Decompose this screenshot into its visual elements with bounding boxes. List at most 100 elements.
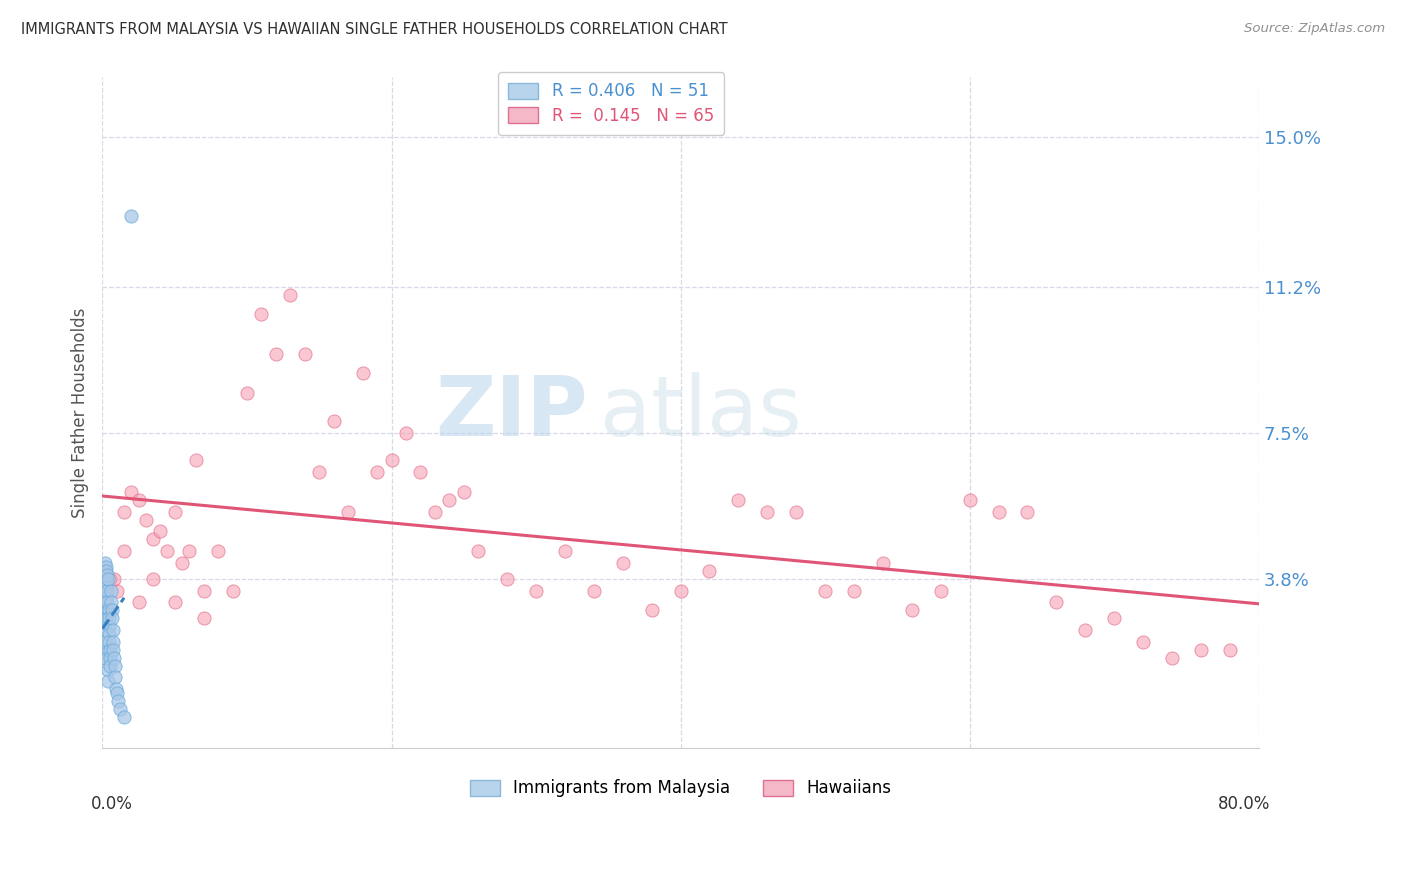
Point (112, 544, 135, 558)
Point (103, 642, 125, 657)
Point (97, 674, 120, 689)
Point (727, 492, 749, 507)
Point (135, 512, 157, 526)
Point (785, 505, 807, 519)
Point (582, 583, 605, 598)
Point (163, 595, 186, 609)
Y-axis label: Single Father Households: Single Father Households (72, 308, 89, 518)
Point (93, 623, 115, 637)
Point (842, 583, 865, 598)
Point (97, 611, 120, 625)
Point (98, 650, 121, 665)
Point (97, 663, 120, 677)
Text: IMMIGRANTS FROM MALAYSIA VS HAWAIIAN SINGLE FATHER HOUSEHOLDS CORRELATION CHART: IMMIGRANTS FROM MALAYSIA VS HAWAIIAN SIN… (21, 22, 728, 37)
Point (294, 347, 316, 361)
Point (97, 603, 120, 617)
Point (94, 556, 117, 570)
Point (1189, 642, 1212, 657)
Point (93, 583, 115, 598)
Point (98, 572, 121, 586)
Point (186, 453, 208, 467)
Point (264, 347, 287, 361)
Point (250, 307, 273, 321)
Point (93, 611, 115, 625)
Point (96, 567, 118, 582)
Point (101, 635, 124, 649)
Point (96, 603, 118, 617)
Point (104, 658, 127, 673)
Point (453, 484, 475, 499)
Point (105, 686, 128, 700)
Point (101, 611, 124, 625)
Point (756, 505, 779, 519)
Point (100, 583, 122, 598)
Point (93, 572, 115, 586)
Point (96, 564, 118, 578)
Point (467, 544, 489, 558)
Point (142, 533, 165, 547)
Point (699, 564, 721, 578)
Point (221, 583, 243, 598)
Point (112, 505, 135, 519)
Text: Source: ZipAtlas.com: Source: ZipAtlas.com (1244, 22, 1385, 36)
Point (1102, 611, 1125, 625)
Point (96, 575, 118, 590)
Point (98, 642, 121, 657)
Point (103, 572, 125, 586)
Point (901, 603, 924, 617)
Point (395, 425, 418, 440)
Point (987, 505, 1010, 519)
Point (96, 611, 118, 625)
Point (814, 583, 837, 598)
Point (380, 453, 402, 467)
Point (640, 603, 662, 617)
Point (93, 603, 115, 617)
Point (337, 505, 360, 519)
Point (105, 682, 128, 697)
Point (1074, 623, 1097, 637)
Point (1161, 650, 1184, 665)
Point (179, 544, 201, 558)
Point (439, 492, 461, 507)
Point (142, 572, 165, 586)
Point (1219, 642, 1241, 657)
Point (128, 492, 150, 507)
Point (322, 414, 344, 428)
Point (120, 209, 142, 223)
Point (128, 595, 150, 609)
Text: 0.0%: 0.0% (91, 796, 132, 814)
Point (612, 556, 634, 570)
Point (170, 556, 193, 570)
Point (1132, 635, 1154, 649)
Point (100, 658, 122, 673)
Point (366, 465, 388, 479)
Point (93, 595, 115, 609)
Point (156, 544, 179, 558)
Point (107, 694, 129, 708)
Point (149, 524, 172, 539)
Point (94, 635, 117, 649)
Point (112, 710, 135, 724)
Point (94, 591, 117, 606)
Point (524, 583, 547, 598)
Point (554, 544, 576, 558)
Point (1045, 595, 1067, 609)
Point (100, 595, 122, 609)
Point (193, 583, 215, 598)
Point (97, 619, 120, 633)
Point (236, 386, 259, 401)
Point (872, 556, 894, 570)
Point (94, 650, 117, 665)
Point (96, 583, 118, 598)
Point (308, 465, 330, 479)
Text: 80.0%: 80.0% (1218, 796, 1270, 814)
Point (98, 627, 121, 641)
Point (97, 642, 120, 657)
Point (669, 583, 692, 598)
Point (163, 505, 186, 519)
Point (94, 583, 117, 598)
Point (94, 650, 117, 665)
Point (91, 583, 114, 598)
Point (409, 465, 432, 479)
Point (496, 572, 519, 586)
